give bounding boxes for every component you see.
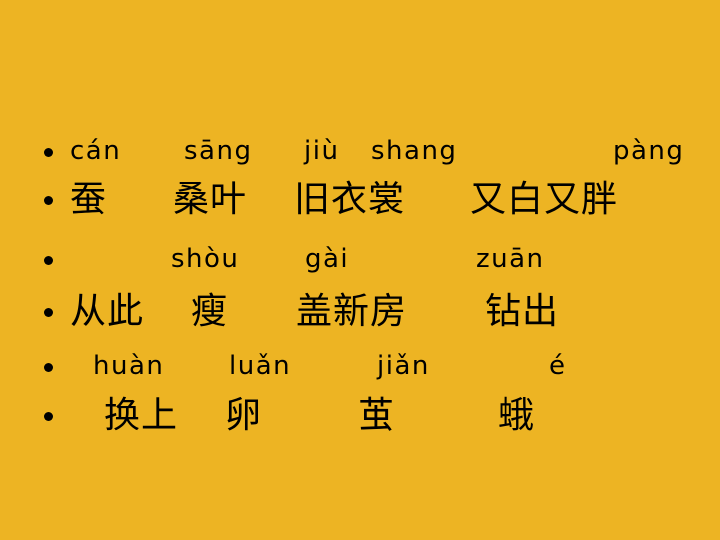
pinyin-gai: gài xyxy=(305,244,350,274)
pinyin-line-2: shòu gài zuān xyxy=(0,244,720,276)
hanzi-line-1: 蚕 桑叶 旧衣裳 又白又胖 xyxy=(0,180,720,222)
hanzi-line-2: 从此 瘦 盖新房 钻出 xyxy=(0,292,720,334)
hanzi-youbaiyoupang: 又白又胖 xyxy=(470,179,619,220)
pinyin-shou: shòu xyxy=(171,244,240,274)
round-bullet-icon xyxy=(44,363,53,372)
hanzi-luan: 卵 xyxy=(225,395,263,436)
pinyin-shang: shang xyxy=(371,136,458,166)
pinyin-huan: huàn xyxy=(93,351,165,381)
pinyin-line-1: cán sāng jiù shang pàng xyxy=(0,136,720,168)
round-bullet-icon xyxy=(44,308,53,317)
hanzi-can: 蚕 xyxy=(70,179,108,220)
pinyin-line-3: huàn luǎn jiǎn é xyxy=(0,351,720,383)
hanzi-line-3: 换上 卵 茧 蛾 xyxy=(0,396,720,438)
hanzi-sangye: 桑叶 xyxy=(173,179,248,220)
pinyin-jiu: jiù xyxy=(304,136,340,166)
hanzi-zuanchu: 钻出 xyxy=(485,291,560,332)
round-bullet-icon xyxy=(44,412,53,421)
hanzi-shou: 瘦 xyxy=(191,291,229,332)
pinyin-zuan: zuān xyxy=(476,244,545,274)
pinyin-luan: luǎn xyxy=(229,351,292,381)
pinyin-can: cán xyxy=(70,136,122,166)
pinyin-sang: sāng xyxy=(184,136,253,166)
hanzi-e: 蛾 xyxy=(498,395,536,436)
hanzi-jiuyishang: 旧衣裳 xyxy=(294,179,406,220)
round-bullet-icon xyxy=(44,256,53,265)
hanzi-gaixinfang: 盖新房 xyxy=(296,291,408,332)
hanzi-congci: 从此 xyxy=(70,291,145,332)
pinyin-e: é xyxy=(549,351,567,381)
pinyin-pang: pàng xyxy=(613,136,685,166)
round-bullet-icon xyxy=(44,148,53,157)
hanzi-huanshang: 换上 xyxy=(104,395,179,436)
pinyin-jian: jiǎn xyxy=(377,351,430,381)
round-bullet-icon xyxy=(44,196,53,205)
hanzi-jian: 茧 xyxy=(358,395,396,436)
